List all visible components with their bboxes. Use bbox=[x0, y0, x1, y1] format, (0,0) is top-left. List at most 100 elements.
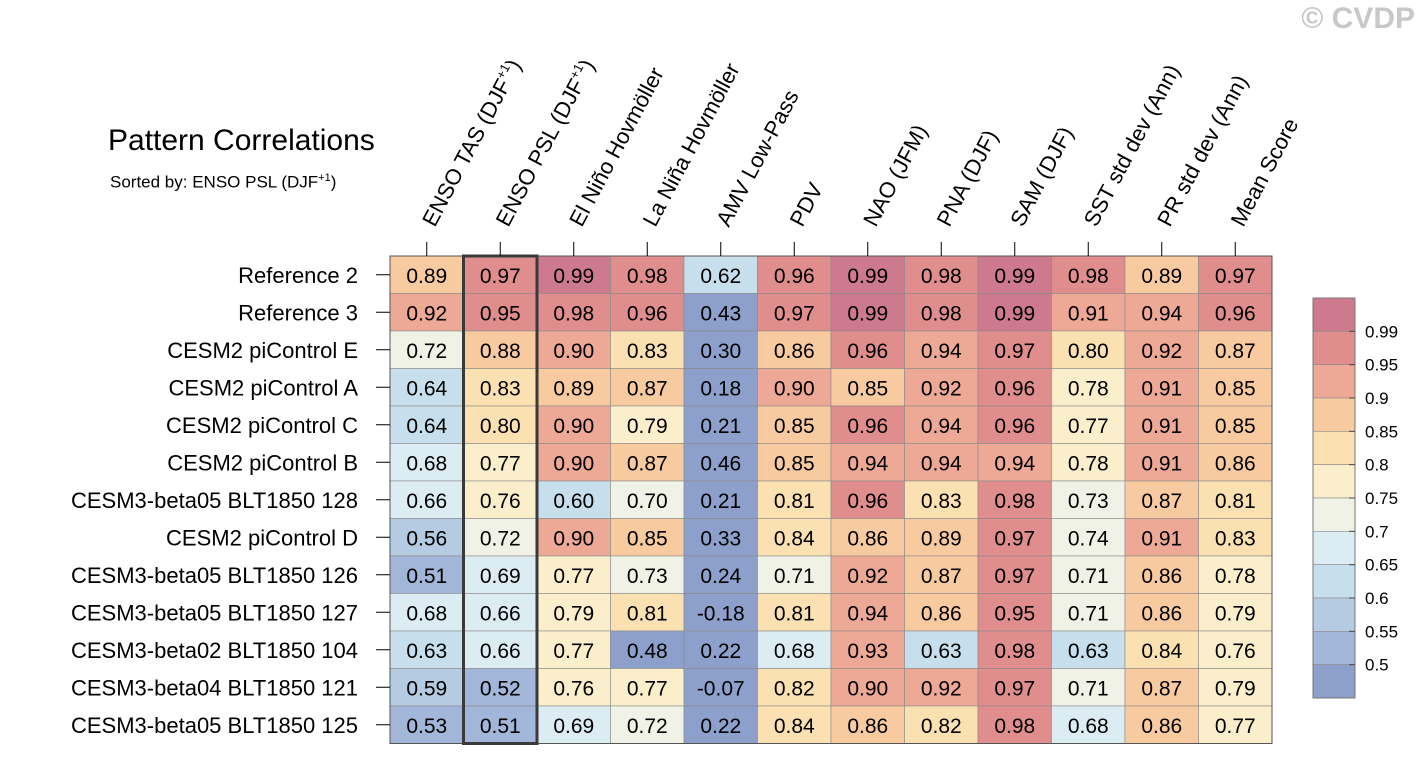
colorbar-label: 0.95 bbox=[1365, 356, 1398, 375]
row-label: CESM3-beta02 BLT1850 104 bbox=[71, 638, 358, 663]
cell-value: 0.30 bbox=[700, 340, 741, 363]
cell-value: 0.94 bbox=[921, 415, 962, 438]
column-label-text: PNA (DJF) bbox=[932, 126, 1003, 231]
cell-value: 0.90 bbox=[553, 340, 594, 363]
cell-value: 0.87 bbox=[627, 452, 668, 475]
heatmap-cell bbox=[977, 480, 1052, 519]
cell-value: 0.87 bbox=[1141, 490, 1182, 513]
heatmap-cell bbox=[389, 668, 464, 707]
heatmap-cell bbox=[1198, 668, 1273, 707]
heatmap-cell bbox=[683, 293, 758, 332]
heatmap-cell bbox=[463, 405, 538, 444]
column-labels: ENSO TAS (DJF+1)ENSO PSL (DJF+1)El Niño … bbox=[417, 55, 1304, 256]
colorbar-bin bbox=[1312, 531, 1356, 565]
colorbar-label: 0.5 bbox=[1365, 656, 1389, 675]
cell-value: 0.82 bbox=[921, 715, 962, 738]
heatmap-cell bbox=[977, 518, 1052, 557]
heatmap-cell bbox=[463, 630, 538, 669]
cell-value: 0.79 bbox=[553, 602, 594, 625]
cell-value: 0.81 bbox=[774, 602, 815, 625]
heatmap-cell bbox=[830, 255, 905, 294]
cell-value: 0.91 bbox=[1068, 302, 1109, 325]
cell-value: 0.86 bbox=[1215, 452, 1256, 475]
chart-title: Pattern Correlations bbox=[108, 124, 375, 157]
heatmap-cell bbox=[389, 330, 464, 369]
cell-value: 0.95 bbox=[480, 302, 521, 325]
cell-value: 0.66 bbox=[406, 490, 447, 513]
cell-value: 0.94 bbox=[921, 452, 962, 475]
cell-value: 0.85 bbox=[627, 527, 668, 550]
row-label: CESM3-beta05 BLT1850 125 bbox=[71, 713, 358, 738]
cell-value: 0.97 bbox=[480, 265, 521, 288]
heatmap-cell bbox=[757, 705, 832, 744]
heatmap-cell bbox=[1051, 255, 1126, 294]
colorbar-bin bbox=[1312, 464, 1356, 499]
cell-value: 0.71 bbox=[1068, 602, 1109, 625]
heatmap-cell bbox=[904, 555, 979, 594]
cell-value: 0.94 bbox=[921, 340, 962, 363]
cell-value: 0.80 bbox=[1068, 340, 1109, 363]
cell-value: 0.72 bbox=[480, 527, 521, 550]
cell-value: 0.64 bbox=[406, 377, 447, 400]
cell-value: 0.76 bbox=[553, 677, 594, 700]
heatmap-cell bbox=[830, 668, 905, 707]
heatmap-cell bbox=[683, 405, 758, 444]
heatmap-cell bbox=[1198, 518, 1273, 557]
heatmap-cell bbox=[683, 705, 758, 744]
heatmap-cell bbox=[1051, 293, 1126, 332]
chart-subtitle: Sorted by: ENSO PSL (DJF+1) bbox=[110, 172, 336, 193]
cell-value: 0.97 bbox=[994, 677, 1035, 700]
cell-value: 0.81 bbox=[774, 490, 815, 513]
heatmap-cell bbox=[389, 555, 464, 594]
heatmap-cell bbox=[610, 593, 685, 632]
colorbar-bin bbox=[1312, 597, 1356, 632]
colorbar-label: 0.55 bbox=[1365, 622, 1398, 641]
heatmap-cell bbox=[1124, 630, 1199, 669]
cell-value: 0.86 bbox=[774, 340, 815, 363]
heatmap-cell bbox=[1124, 330, 1199, 369]
heatmap-cell bbox=[463, 480, 538, 519]
heatmap-cell bbox=[1198, 405, 1273, 444]
heatmap-cell bbox=[1124, 668, 1199, 707]
cell-value: 0.85 bbox=[847, 377, 888, 400]
heatmap-cell bbox=[830, 630, 905, 669]
heatmap-cell bbox=[1198, 555, 1273, 594]
cell-value: 0.84 bbox=[774, 527, 815, 550]
row-label: CESM3-beta04 BLT1850 121 bbox=[71, 675, 358, 700]
cell-value: 0.79 bbox=[627, 415, 668, 438]
cell-value: 0.69 bbox=[480, 565, 521, 588]
heatmap-cell bbox=[1198, 293, 1273, 332]
column-label: PDV bbox=[785, 178, 828, 230]
subtitle-text: Sorted by: ENSO PSL (DJF bbox=[110, 172, 319, 192]
row-label: CESM2 piControl A bbox=[168, 375, 358, 400]
cell-value: 0.62 bbox=[700, 265, 741, 288]
cell-value: 0.94 bbox=[847, 452, 888, 475]
cell-value: 0.56 bbox=[406, 527, 447, 550]
cell-value: 0.98 bbox=[921, 265, 962, 288]
cell-value: 0.92 bbox=[1141, 340, 1182, 363]
colorbar-label: 0.99 bbox=[1365, 322, 1398, 341]
cell-value: 0.96 bbox=[1215, 302, 1256, 325]
cell-value: 0.86 bbox=[921, 602, 962, 625]
heatmap-cell bbox=[904, 630, 979, 669]
colorbar-label: 0.65 bbox=[1365, 556, 1398, 575]
heatmap-cell bbox=[1198, 255, 1273, 294]
heatmap-cell bbox=[1198, 705, 1273, 744]
cell-value: 0.96 bbox=[627, 302, 668, 325]
heatmap-cell bbox=[1198, 593, 1273, 632]
cell-value: 0.91 bbox=[1141, 415, 1182, 438]
cell-value: 0.99 bbox=[847, 302, 888, 325]
column-label-text: Mean Score bbox=[1226, 114, 1304, 230]
cell-value: 0.89 bbox=[921, 527, 962, 550]
cell-value: 0.66 bbox=[480, 602, 521, 625]
heatmap-cell bbox=[389, 480, 464, 519]
cell-value: 0.63 bbox=[1068, 640, 1109, 663]
row-label: CESM2 piControl B bbox=[167, 450, 358, 475]
heatmap-cell bbox=[389, 405, 464, 444]
heatmap-cell bbox=[463, 705, 538, 744]
heatmap-cell bbox=[610, 443, 685, 482]
cell-value: 0.64 bbox=[406, 415, 447, 438]
cell-value: 0.63 bbox=[406, 640, 447, 663]
cell-value: 0.51 bbox=[480, 715, 521, 738]
cell-value: 0.81 bbox=[627, 602, 668, 625]
